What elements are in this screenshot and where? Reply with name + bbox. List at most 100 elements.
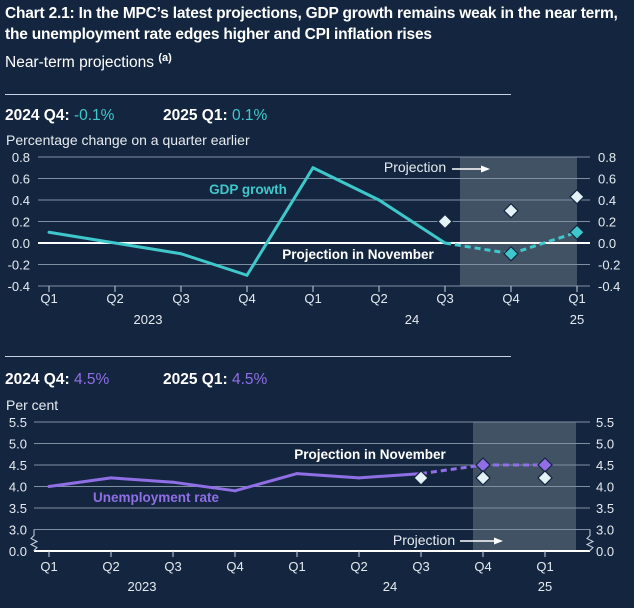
gdp-line-segment	[47, 230, 117, 245]
gdp-x-tick-label: Q4	[238, 291, 255, 306]
unemp-axis-break-icon	[585, 529, 595, 551]
unemp-y-tick-left: 3.5	[9, 501, 27, 516]
gdp-stat-2-label: 2025 Q1:	[163, 107, 228, 124]
unemp-year-label: 24	[383, 579, 397, 594]
gdp-line-segment	[245, 166, 315, 277]
unemp-x-tick-label: Q4	[474, 559, 491, 574]
gdp-line-segment	[377, 198, 447, 245]
unemp-x-tick-label: Q3	[164, 559, 181, 574]
unemp-stat-1-label: 2024 Q4:	[5, 371, 70, 388]
gdp-x-tick-label: Q3	[436, 291, 453, 306]
gdp-projection-arrow-icon	[481, 165, 490, 173]
unemp-projection-arrow-icon	[494, 537, 503, 545]
unemp-y-tick-right: 5.0	[596, 437, 614, 452]
gdp-stat-2-value: 0.1%	[231, 107, 268, 124]
unemp-y-tick-left: 4.5	[9, 458, 27, 473]
unemp-axis-break-icon	[29, 529, 39, 551]
unemp-stat-1: 2024 Q4: 4.5%	[5, 371, 109, 389]
unemp-y-tick-left: 4.0	[9, 480, 27, 495]
gdp-x-tick-label: Q2	[106, 291, 123, 306]
unemp-series-solid	[47, 472, 423, 493]
unemp-november-marker	[537, 470, 553, 486]
panel-divider	[5, 356, 511, 357]
unemp-y-tick-right: 0.0	[596, 544, 614, 559]
unemp-y-tick-left: 5.0	[9, 437, 27, 452]
unemp-series-label: Unemployment rate	[93, 490, 220, 505]
gdp-x-tick-label: Q4	[502, 291, 519, 306]
unemp-y-tick-left: 3.0	[9, 523, 27, 538]
unemp-y-tick-right: 5.5	[596, 415, 614, 430]
gdp-november-marker	[569, 188, 585, 205]
unemp-stat-2: 2025 Q1: 4.5%	[163, 371, 267, 389]
unemp-x-tick-label: Q1	[536, 559, 553, 574]
unemp-line-segment	[357, 472, 423, 480]
gdp-dashed-segment	[510, 230, 578, 256]
gdp-y-tick-left: 0.4	[12, 193, 30, 208]
gdp-x-tick-label: Q3	[172, 291, 189, 306]
gdp-stat-1: 2024 Q4: -0.1%	[5, 107, 114, 125]
gdp-year-label: 24	[405, 312, 419, 327]
unemp-stat-2-value: 4.5%	[231, 371, 268, 388]
gdp-y-tick-left: 0.0	[12, 236, 30, 251]
unemp-y-tick-right: 3.0	[596, 523, 614, 538]
gdp-y-axis-label: Percentage change on a quarter earlier	[6, 132, 250, 148]
unemp-y-tick-right: 4.0	[596, 480, 614, 495]
gdp-x-tick-label: Q1	[40, 291, 57, 306]
gdp-y-tick-right: 0.0	[598, 236, 616, 251]
unemp-y-axis-label: Per cent	[6, 397, 59, 413]
gdp-line-segment	[179, 252, 249, 277]
chart-title: Chart 2.1: In the MPC’s latest projectio…	[5, 5, 618, 43]
gdp-november-marker	[437, 213, 453, 230]
header-divider	[5, 94, 511, 95]
subtitle-text: Near-term projections	[5, 54, 155, 72]
unemp-line-segment	[295, 472, 361, 480]
gdp-line-segment	[311, 166, 381, 202]
gdp-year-label: 25	[570, 312, 584, 327]
unemp-y-tick-left: 5.5	[9, 415, 27, 430]
unemp-november-marker	[475, 470, 491, 486]
gdp-y-tick-left: -0.4	[8, 279, 30, 294]
gdp-november-marker	[503, 202, 519, 219]
gdp-november-label: Projection in November	[282, 247, 434, 262]
gdp-stat-2: 2025 Q1: 0.1%	[163, 107, 267, 125]
gdp-x-tick-label: Q1	[304, 291, 321, 306]
unemp-y-tick-right: 3.5	[596, 501, 614, 516]
gdp-series-solid	[47, 166, 447, 277]
unemp-november-label: Projection in November	[294, 447, 446, 462]
unemp-x-tick-label: Q1	[40, 559, 57, 574]
gdp-projection-label: Projection	[384, 159, 446, 175]
unemp-stat-2-label: 2025 Q1:	[163, 371, 228, 388]
gdp-stat-1-label: 2024 Q4:	[5, 107, 70, 124]
gdp-stat-1-value: -0.1%	[73, 107, 115, 124]
gdp-series-projection	[444, 230, 578, 256]
gdp-x-tick-label: Q1	[568, 291, 585, 306]
unemp-dashed-segment	[420, 463, 484, 476]
gdp-dashed-segment	[444, 241, 512, 256]
unemp-line-segment	[233, 472, 299, 493]
unemp-y-tick-right: 4.5	[596, 458, 614, 473]
gdp-series-label: GDP growth	[209, 182, 287, 197]
unemp-year-label: 25	[538, 579, 552, 594]
gdp-y-tick-left: 0.2	[12, 215, 30, 230]
unemp-line-segment	[109, 476, 175, 484]
gdp-projection-marker	[503, 245, 519, 262]
unemp-projection-label: Projection	[393, 532, 455, 548]
unemp-x-tick-label: Q1	[288, 559, 305, 574]
unemp-year-label: 2023	[128, 579, 157, 594]
gdp-y-tick-right: 0.2	[598, 215, 616, 230]
unemp-x-tick-label: Q2	[350, 559, 367, 574]
gdp-x-tick-label: Q2	[370, 291, 387, 306]
gdp-line-segment	[113, 241, 183, 256]
gdp-projection-marker	[569, 224, 585, 241]
unemp-x-tick-label: Q4	[226, 559, 243, 574]
unemp-line-segment	[47, 476, 113, 488]
gdp-y-tick-right: -0.4	[598, 279, 620, 294]
gdp-y-tick-left: -0.2	[8, 258, 30, 273]
chart-subtitle: Near-term projections (a)	[5, 52, 172, 72]
gdp-y-tick-right: -0.2	[598, 258, 620, 273]
footnote-marker[interactable]: (a)	[158, 52, 172, 64]
unemp-november-marker	[413, 470, 429, 486]
gdp-y-tick-left: 0.8	[12, 150, 30, 165]
unemp-x-tick-label: Q3	[412, 559, 429, 574]
